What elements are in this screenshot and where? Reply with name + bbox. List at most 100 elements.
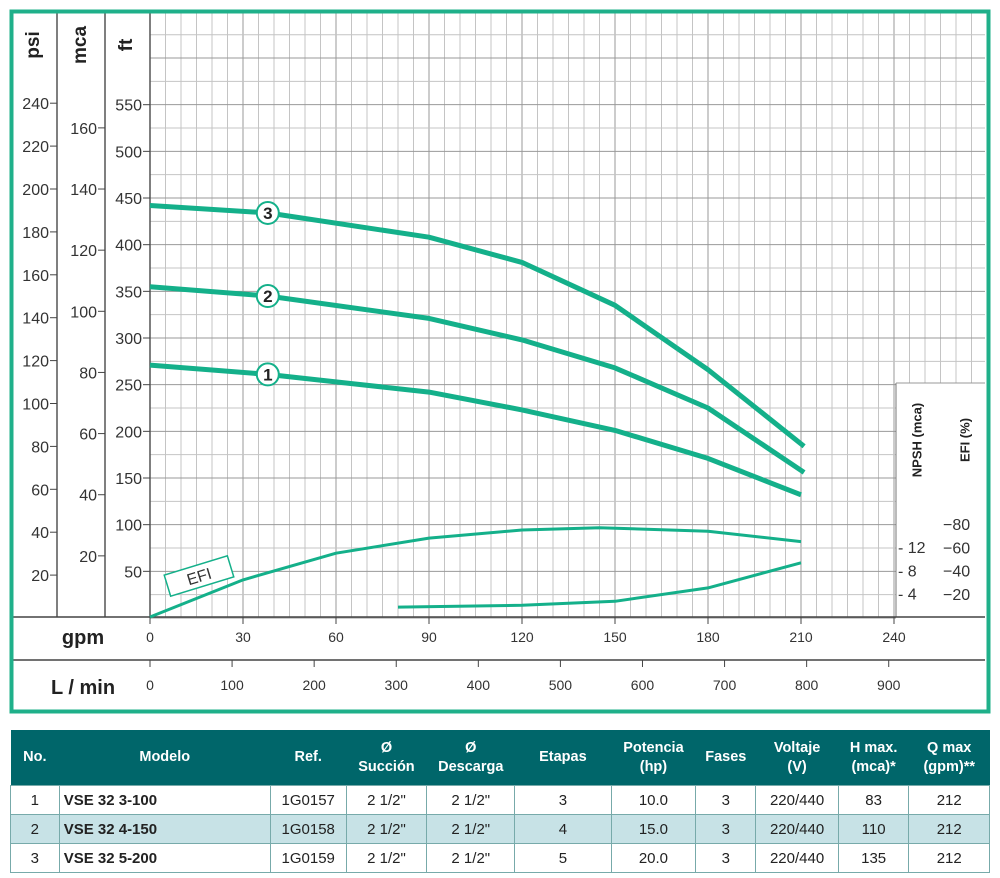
psi-tick-label: 240 xyxy=(22,96,49,113)
lmin-tick-label: 100 xyxy=(220,677,244,693)
curve-npsh xyxy=(397,561,802,609)
npsh-tick-label: - 4 xyxy=(898,587,917,604)
chart-frame xyxy=(9,9,991,714)
mca-tick-label: 80 xyxy=(79,365,97,382)
gpm-tick-label: 60 xyxy=(328,629,344,645)
table-cell: 2 1/2" xyxy=(426,843,516,873)
table-cell: 83 xyxy=(837,785,910,815)
column-header-text: Descarga xyxy=(438,758,504,775)
lmin-tick-label: 400 xyxy=(467,677,491,693)
column-header: No. xyxy=(10,730,60,786)
psi-tick-label: 140 xyxy=(22,311,49,328)
table-cell: 5 xyxy=(514,843,612,873)
gpm-tick-label: 180 xyxy=(696,629,720,645)
psi-tick-label: 180 xyxy=(22,225,49,242)
column-header: Fases xyxy=(695,730,756,786)
column-header-text: Succión xyxy=(358,758,415,775)
column-header-text: Modelo xyxy=(139,749,191,765)
psi-tick-label: 60 xyxy=(31,482,49,499)
ft-tick-label: 300 xyxy=(115,331,142,348)
table-cell: 2 1/2" xyxy=(426,785,516,815)
table-cell: 4 xyxy=(514,814,612,844)
table-cell: 110 xyxy=(837,814,910,844)
table-cell: 3 xyxy=(10,843,60,873)
curve-marker-1 xyxy=(255,362,280,387)
table-cell: 3 xyxy=(514,785,612,815)
column-header-text: No. xyxy=(23,749,47,765)
right-axis-panel xyxy=(896,383,985,617)
efi-axis-label: EFI (%) xyxy=(957,418,972,462)
lmin-tick-label: 300 xyxy=(385,677,409,693)
psi-tick-label: 120 xyxy=(22,354,49,371)
table-cell: 1 xyxy=(10,785,60,815)
gpm-tick-label: 30 xyxy=(235,629,251,645)
ft-tick-label: 50 xyxy=(124,564,142,581)
mca-tick-label: 100 xyxy=(70,304,97,321)
psi-tick-label: 80 xyxy=(31,439,49,456)
curve-label-1: 1 xyxy=(263,365,272,384)
column-header-text: Ø xyxy=(465,739,477,756)
table-cell: 212 xyxy=(908,785,990,815)
lmin-tick-label: 0 xyxy=(146,677,154,693)
column-header-text: (hp) xyxy=(639,758,668,775)
mca-tick-label: 160 xyxy=(70,121,97,138)
table-cell: 220/440 xyxy=(755,814,839,844)
gpm-tick-label: 0 xyxy=(146,629,154,645)
gpm-tick-label: 90 xyxy=(421,629,437,645)
table-cell: 1G0159 xyxy=(269,843,347,873)
column-header-text: (mca)* xyxy=(851,758,896,775)
table-cell: 10.0 xyxy=(610,785,697,815)
table-cell: VSE 32 5-200 xyxy=(58,843,271,873)
table-cell: 20.0 xyxy=(610,843,697,873)
column-header: Potencia (hp) xyxy=(611,730,696,786)
table-header: No. Modelo Ref. Ø Succión Ø Descarga Etapas Pote… xyxy=(10,730,990,786)
curve-label-3: 3 xyxy=(263,204,272,223)
npsh-axis-label: NPSH (mca) xyxy=(909,403,924,477)
psi-tick-label: 200 xyxy=(22,182,49,199)
psi-tick-label: 100 xyxy=(22,397,49,414)
ft-tick-label: 350 xyxy=(115,284,142,301)
column-header: Ø Descarga xyxy=(426,730,515,786)
table-row: 2 VSE 32 4-150 1G0158 2 1/2" 2 1/2" 4 15.0 3 220… xyxy=(10,814,990,844)
table-cell: VSE 32 3-100 xyxy=(58,785,271,815)
gpm-axis-label: gpm xyxy=(62,627,104,649)
column-header-text: H max. xyxy=(849,739,898,756)
column-header-text: (V) xyxy=(787,758,807,775)
table-cell: 2 xyxy=(10,814,60,844)
psi-tick-label: 220 xyxy=(22,139,49,156)
column-header-text: Voltaje xyxy=(773,739,821,756)
table-cell: 212 xyxy=(908,814,990,844)
performance-chart: psi20406080100120140160180200220240mca20… xyxy=(9,9,991,714)
efi-tick-label: −40 xyxy=(943,564,970,581)
lmin-tick-label: 700 xyxy=(713,677,737,693)
ft-tick-label: 100 xyxy=(115,518,142,535)
efi-label-box: EFI xyxy=(163,554,235,598)
mca-tick-label: 40 xyxy=(79,488,97,505)
curve-3 xyxy=(149,203,806,449)
column-header-text: Etapas xyxy=(539,749,587,765)
column-header-text: Ref. xyxy=(294,749,322,765)
gpm-tick-label: 150 xyxy=(603,629,627,645)
mca-tick-label: 20 xyxy=(79,549,97,566)
table-cell: 3 xyxy=(695,785,757,815)
lmin-tick-label: 600 xyxy=(631,677,655,693)
mca-tick-label: 120 xyxy=(70,243,97,260)
table-cell: 135 xyxy=(837,843,910,873)
mca-tick-label: 60 xyxy=(79,427,97,444)
efi-tick-label: −60 xyxy=(943,540,970,557)
table-row: 3 VSE 32 5-200 1G0159 2 1/2" 2 1/2" 5 20.0 3 220… xyxy=(10,843,990,873)
table-cell: 2 1/2" xyxy=(345,785,428,815)
ft-axis-label: ft xyxy=(116,38,137,51)
gpm-tick-label: 210 xyxy=(789,629,813,645)
table-cell: 2 1/2" xyxy=(345,814,428,844)
table-cell: 220/440 xyxy=(755,843,839,873)
column-header: H max. (mca)* xyxy=(838,730,909,786)
curve-label-2: 2 xyxy=(263,287,272,306)
npsh-tick-label: - 8 xyxy=(898,563,917,580)
column-header-text: Potencia xyxy=(623,739,684,756)
npsh-tick-label: - 12 xyxy=(898,540,926,557)
curve-efi xyxy=(149,526,802,619)
psi-tick-label: 40 xyxy=(31,525,49,542)
lmin-tick-label: 500 xyxy=(549,677,573,693)
table-cell: 2 1/2" xyxy=(345,843,428,873)
